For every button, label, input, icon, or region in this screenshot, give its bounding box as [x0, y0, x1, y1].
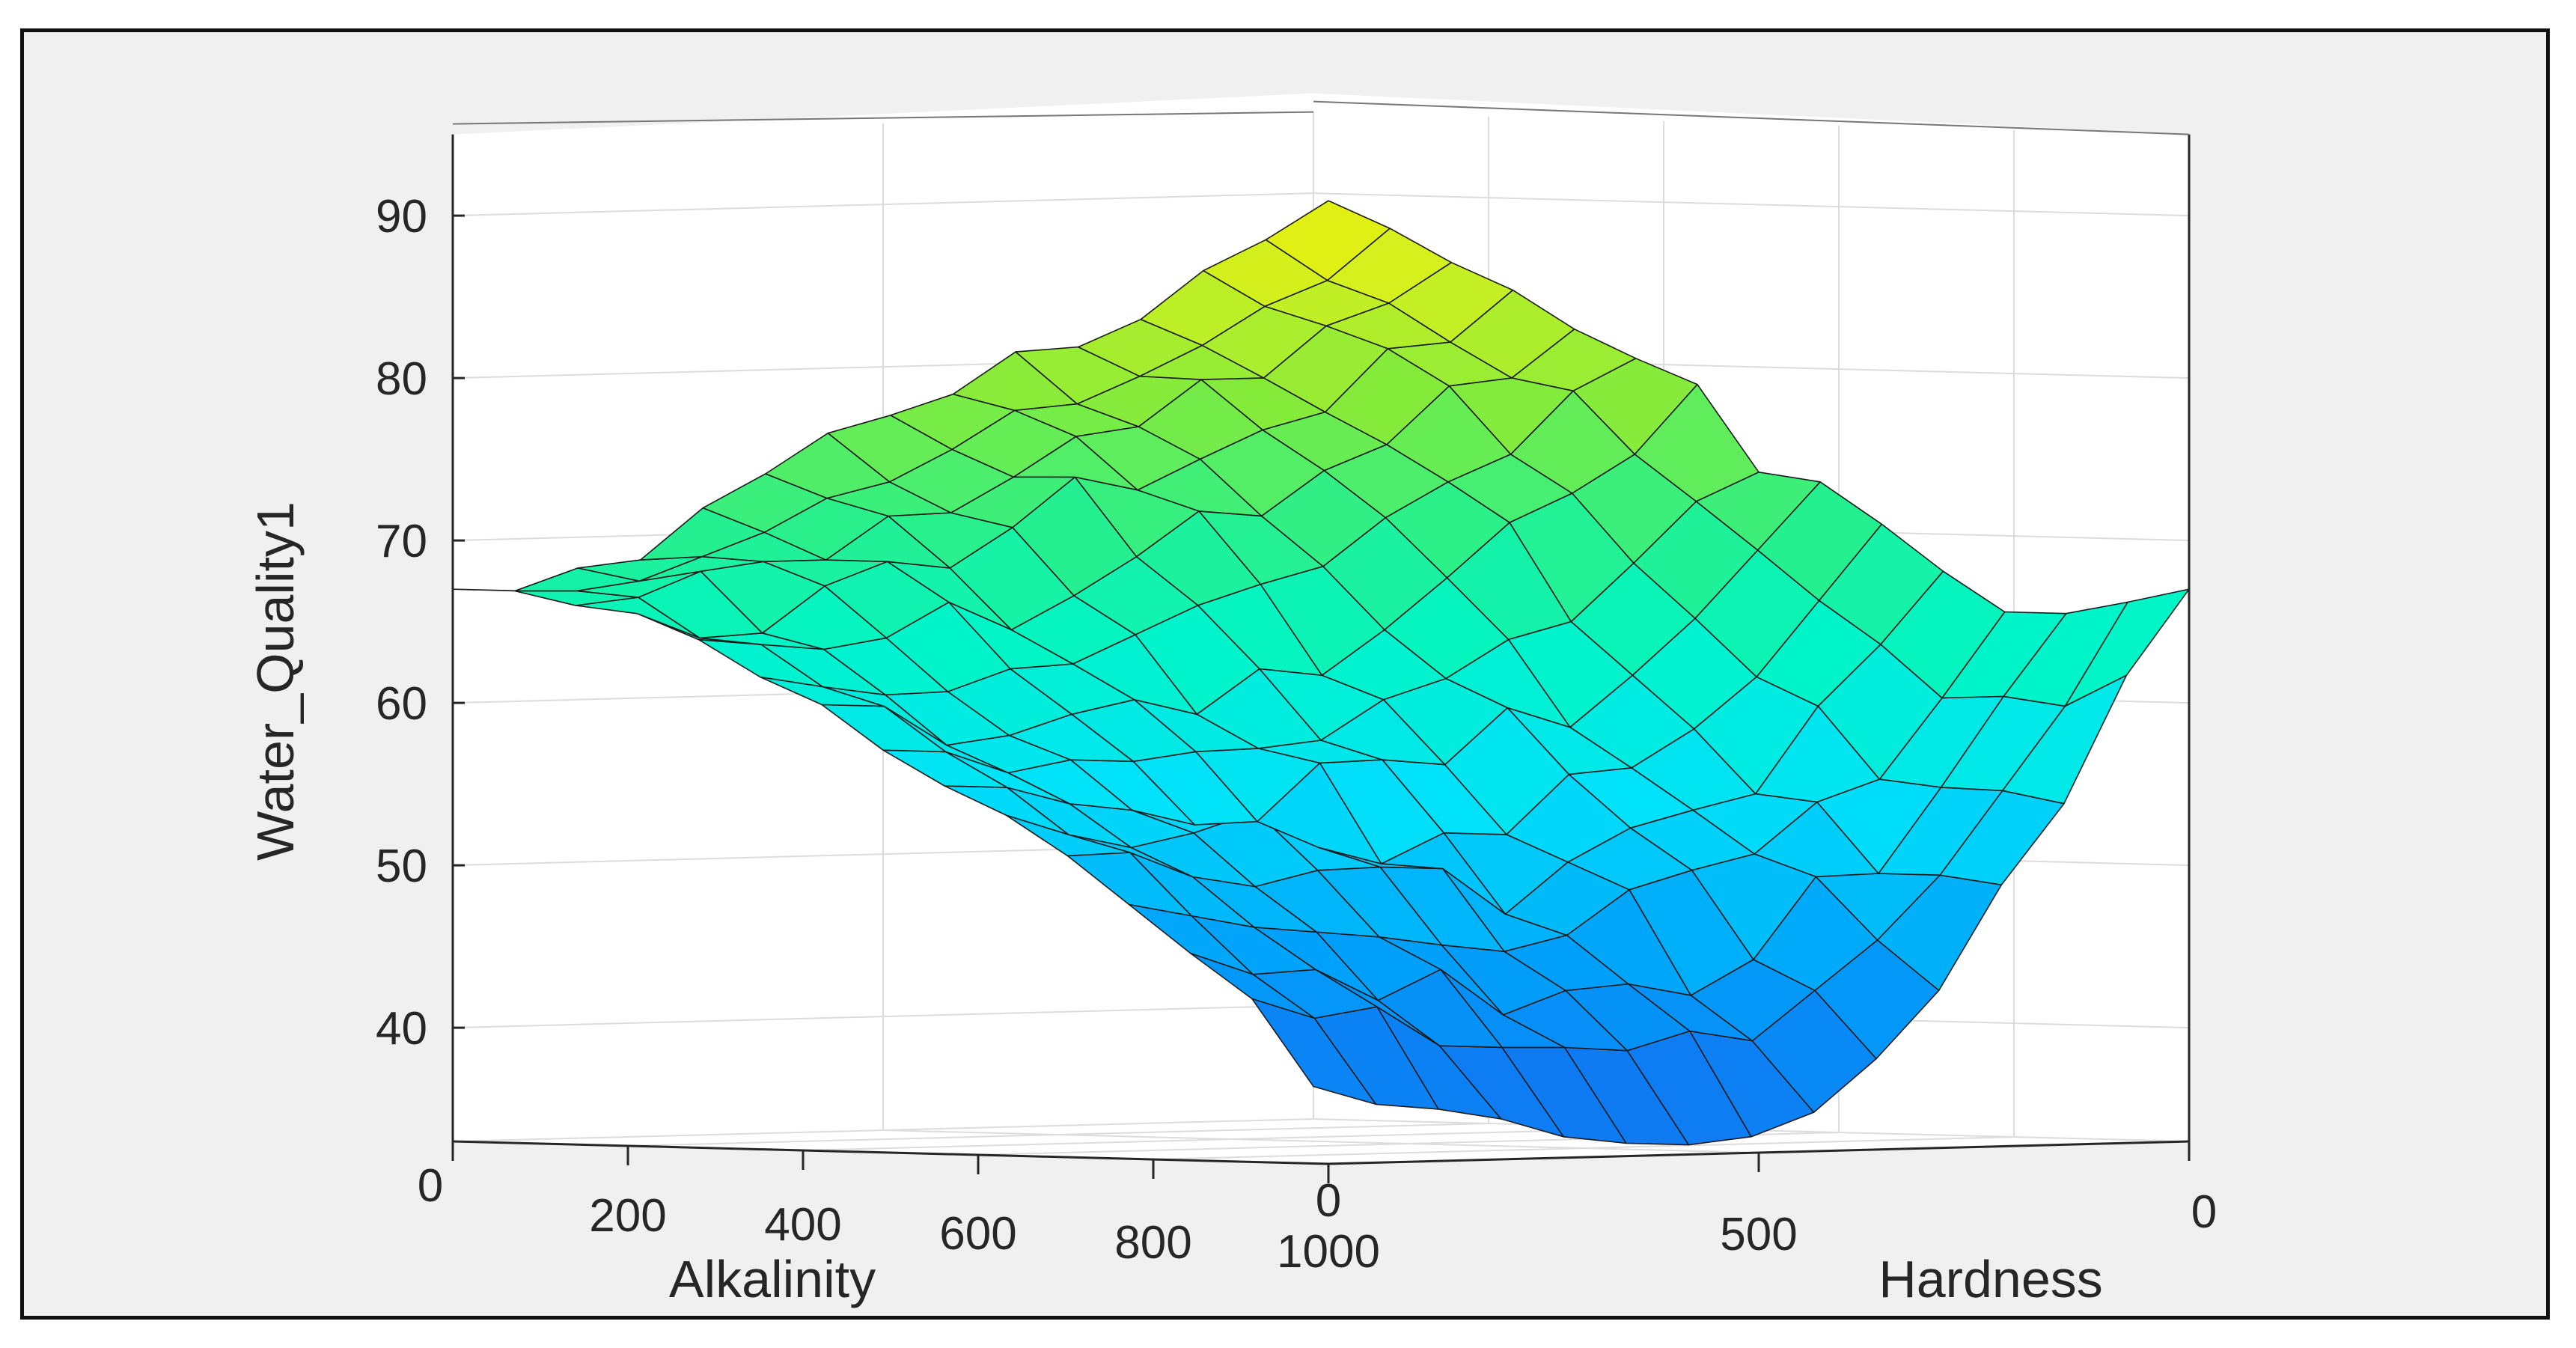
z-tick-label: 70 [376, 516, 427, 567]
y-floor-gridline [882, 1129, 1759, 1153]
y-axis-title: Hardness [1878, 1250, 2103, 1308]
z-tick-label: 90 [376, 191, 427, 243]
y-tick-label: 500 [1720, 1209, 1797, 1260]
z-tick-label: 50 [376, 841, 427, 892]
surface-cell [1265, 200, 1391, 281]
box-top-edge [452, 111, 1314, 125]
x-tick-label: 200 [589, 1190, 666, 1242]
x-axis-title: Alkalinity [669, 1250, 876, 1308]
surface-mesh [452, 200, 2190, 1146]
z-gridline [1313, 192, 2190, 217]
z-axis-title: Water_Quality1 [246, 501, 305, 861]
x-tick-label: 1000 [1277, 1226, 1380, 1278]
box-top-edge [1313, 100, 2190, 135]
y-tick-label: 0 [1316, 1175, 1341, 1227]
x-tick-label: 0 [418, 1160, 443, 1212]
x-axis-line [452, 1140, 1329, 1165]
z-tick-label: 40 [376, 1003, 427, 1055]
x-tick-label: 800 [1114, 1217, 1191, 1269]
z-tick-label: 80 [376, 353, 427, 405]
z-tick-label: 60 [376, 678, 427, 730]
y-tick-label: 0 [2191, 1186, 2217, 1238]
x-tick-label: 600 [939, 1208, 1016, 1260]
x-tick-label: 400 [764, 1199, 841, 1251]
